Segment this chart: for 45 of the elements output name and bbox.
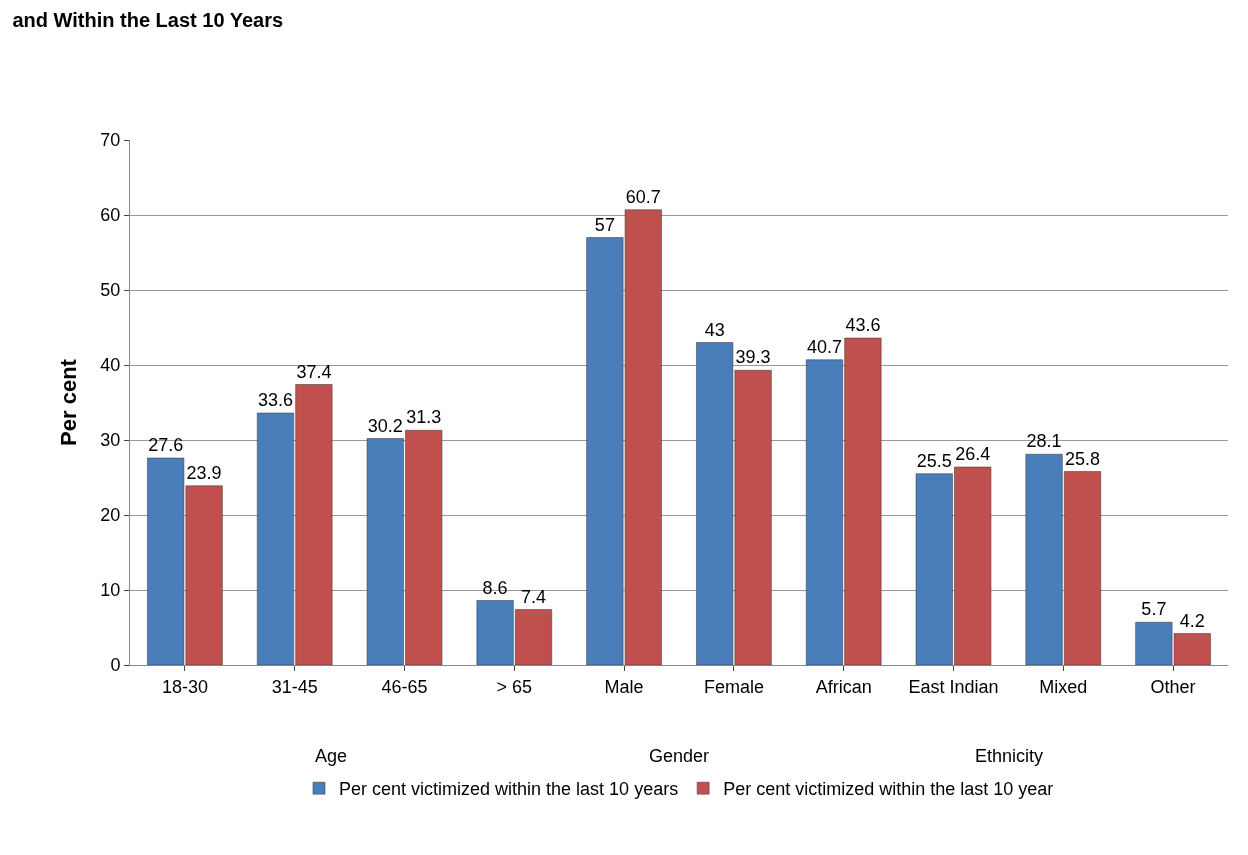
data-label: 33.6 (257, 390, 294, 410)
y-tick-label: 0 (110, 655, 121, 676)
x-tick-label: Female (703, 676, 764, 697)
data-label: 28.1 (1026, 431, 1062, 452)
y-tick-label: 60 (100, 205, 121, 226)
x-tick-label: 31-45 (271, 676, 318, 697)
data-label: 31.3 (406, 407, 442, 428)
data-label: 8.6 (482, 577, 508, 598)
x-tick-label: African (815, 676, 872, 697)
data-label: 23.9 (186, 462, 222, 483)
y-tick-label: 30 (100, 430, 121, 451)
text: Age (315, 746, 348, 766)
data-label: 27.6 (148, 435, 184, 455)
data-label: 30.2 (367, 415, 403, 436)
data-label: 60.7 (625, 186, 661, 207)
data-label: 43.6 (845, 315, 881, 335)
x-tick-label: 46-65 (381, 676, 428, 697)
data-label: 25.5 (916, 450, 952, 471)
data-label: 40.7 (806, 336, 843, 357)
data-label: 43 (704, 319, 725, 340)
y-tick-label: 10 (100, 580, 121, 601)
data-label: 4.2 (1179, 610, 1205, 631)
data-label: 5.7 (1141, 599, 1167, 620)
data-label: 57 (594, 214, 615, 235)
x-tick-label: 18-30 (161, 676, 208, 697)
legend-label: Per cent victimized within the last 10 years (339, 779, 679, 800)
x-tick-label: Other (1150, 676, 1196, 697)
x-tick-label: East Indian (908, 676, 999, 697)
x-tick-label: > 65 (496, 676, 533, 697)
data-label: 25.8 (1064, 448, 1101, 469)
data-label: 39.3 (735, 347, 771, 368)
y-tick-label: 40 (100, 355, 121, 376)
legend-label: Per cent victimized within the last 10 year (723, 779, 1054, 800)
data-label: 26.4 (955, 444, 991, 464)
y-tick-label: 20 (100, 505, 121, 526)
chart-title: and Within the Last 10 Years (12, 8, 284, 31)
y-axis-title: Per cent (56, 358, 81, 446)
y-tick-label: 70 (100, 130, 121, 151)
text: Ethnicity (975, 746, 1044, 766)
text: Gender (649, 746, 710, 766)
data-label: 7.4 (521, 586, 547, 607)
y-tick-label: 50 (100, 280, 121, 301)
x-tick-label: Male (604, 676, 644, 697)
x-tick-label: Mixed (1039, 676, 1088, 697)
data-label: 37.4 (296, 361, 332, 382)
